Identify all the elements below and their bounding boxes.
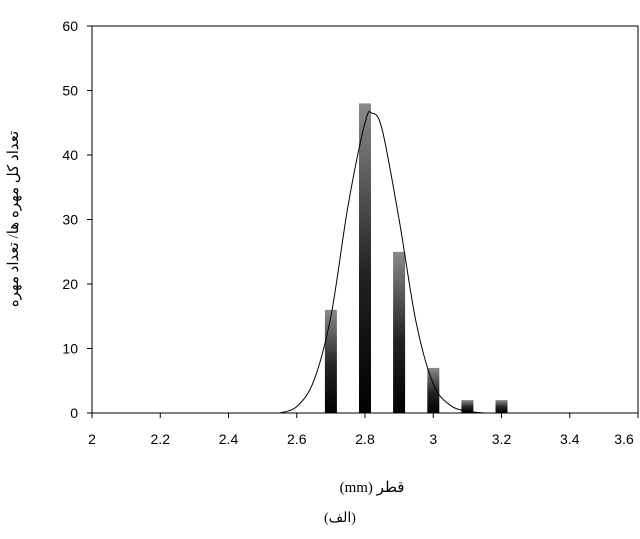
y-tick-label: 0 (70, 405, 78, 421)
normal-fit-curve (279, 111, 485, 414)
bar (427, 367, 440, 413)
y-tick-label: 60 (62, 18, 78, 34)
x-tick-label: 3.2 (492, 431, 512, 447)
x-tick-label: 2.4 (219, 431, 239, 447)
y-tick-label: 10 (62, 341, 78, 357)
y-tick-label: 30 (62, 212, 78, 228)
x-axis-title: قطر (mm) (340, 480, 405, 496)
x-tick-label: 2.6 (287, 431, 307, 447)
bar (393, 251, 406, 414)
bar (495, 400, 508, 413)
y-tick-label: 40 (62, 147, 78, 163)
x-tick-label: 3.6 (614, 431, 634, 447)
x-axis-ticks: 2 2.2 2.4 2.6 2.8 3 3.2 3.4 3.6 (88, 413, 639, 447)
x-tick-label: 2.8 (355, 431, 375, 447)
x-tick-label: 2.2 (151, 431, 171, 447)
x-tick-label: 3 (429, 431, 437, 447)
y-tick-label: 50 (62, 83, 78, 99)
bar (461, 400, 474, 413)
bar (359, 103, 371, 414)
y-axis-ticks: 0 10 20 30 40 50 60 (62, 18, 92, 421)
y-axis-title: تعداد کل مهره ها/ تعداد مهره (6, 131, 22, 307)
y-tick-label: 20 (62, 276, 78, 292)
bar-series (324, 103, 508, 414)
figure-caption: (الف) (324, 511, 356, 526)
x-tick-label: 2 (88, 431, 96, 447)
x-tick-label: 3.4 (560, 431, 580, 447)
bar (324, 309, 337, 413)
